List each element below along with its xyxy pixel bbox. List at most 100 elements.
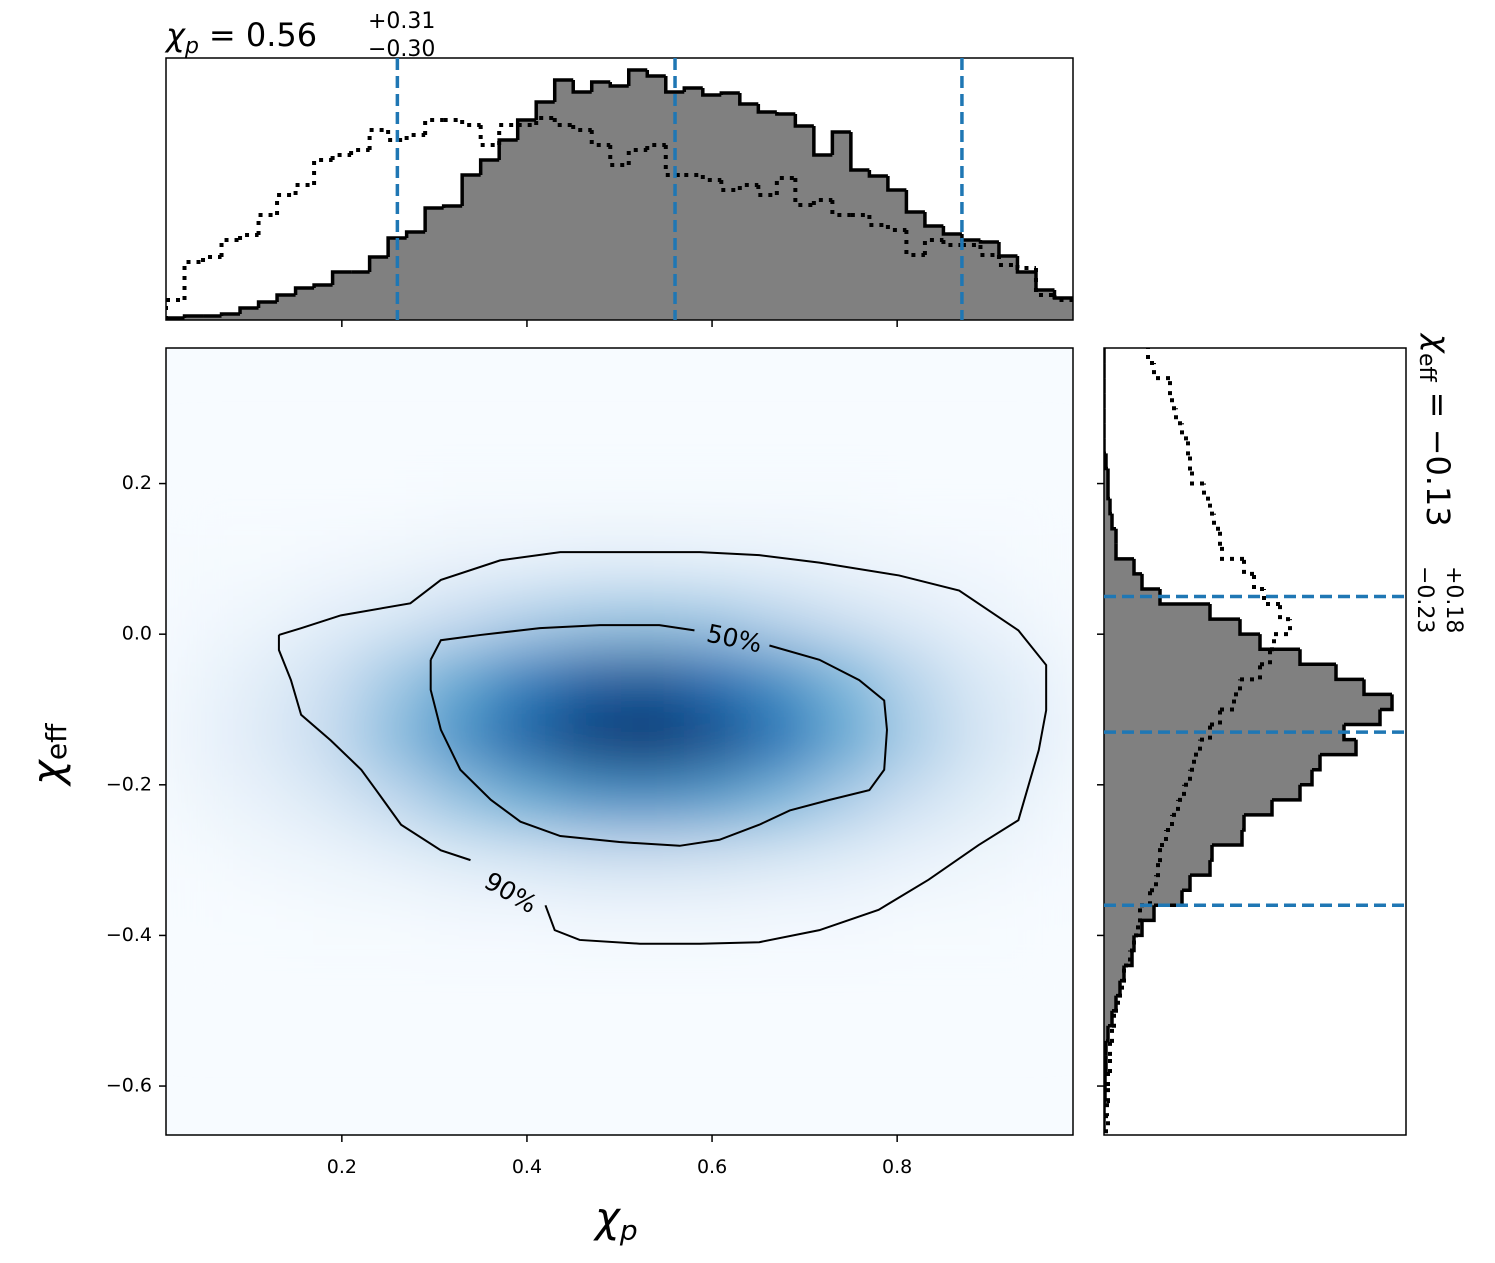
hist-step-dotted: [1122, 965, 1126, 983]
heat-cell: [230, 950, 297, 1012]
hist-step-dotted: [1114, 995, 1120, 1013]
ticks: 0.2 0.4 0.6 0.8 0.2 0.0 −0.2 −0.4 −0.6: [106, 320, 1104, 1178]
hist-step-dotted: [219, 238, 241, 257]
hist-step-dotted: [552, 118, 574, 127]
hist-step: [1208, 604, 1240, 621]
heat-cell: [813, 649, 880, 710]
hist-step-dotted: [404, 133, 426, 140]
hist-bar: [406, 232, 426, 320]
hist-bar: [1104, 845, 1212, 861]
heat-cell: [943, 588, 1009, 650]
heat-cell: [749, 468, 815, 530]
hist-bar: [1104, 528, 1116, 545]
title-sub: p: [184, 34, 199, 59]
hist-step-dotted: [201, 255, 222, 262]
hist-step: [1238, 619, 1260, 636]
hist-bar: [184, 316, 204, 320]
heat-cell: [360, 769, 426, 831]
heat-cell: [489, 950, 556, 1012]
hist-bar: [647, 76, 667, 320]
heat-cell: [813, 950, 880, 1012]
hist-step: [571, 80, 592, 94]
hist-step-dotted: [1234, 679, 1242, 697]
hist-step-dotted: [645, 143, 666, 150]
heat-cell: [295, 528, 361, 590]
heat-cell: [813, 588, 880, 650]
hist-step-dotted: [478, 125, 500, 147]
right-title-lower: −0.23: [1412, 566, 1437, 633]
hist-step: [1034, 272, 1055, 292]
hist-step-dotted: [996, 255, 1018, 267]
hist-bar: [1104, 995, 1116, 1012]
hist-bar: [628, 70, 648, 320]
hist-bar: [332, 272, 352, 320]
hist-step: [1104, 1055, 1108, 1073]
heat-cell: [166, 588, 232, 650]
hist-step: [1212, 829, 1244, 847]
heat-cell: [1008, 890, 1073, 951]
hist-step-dotted: [1172, 799, 1180, 817]
heat-cell: [295, 468, 361, 530]
heat-cell: [295, 890, 361, 951]
heat-cell: [230, 769, 297, 831]
hist-step: [1334, 664, 1364, 682]
hist-step: [1258, 634, 1300, 651]
hist-step-dotted: [386, 130, 407, 142]
hist-step-dotted: [1104, 1116, 1110, 1134]
top-title: χp = 0.56: [164, 16, 317, 59]
hist-bar: [591, 82, 611, 320]
hist-step: [886, 176, 907, 192]
hist-step-dotted: [1130, 935, 1136, 953]
hist-bar: [702, 95, 722, 320]
hist-step-dotted: [166, 298, 185, 320]
heat-cell: [425, 829, 491, 891]
heat-cell: [813, 528, 880, 590]
heat-cell: [295, 649, 361, 710]
hist-bar: [1104, 619, 1240, 635]
hist-step-dotted: [238, 233, 259, 240]
hist-step-dotted: [1156, 860, 1160, 878]
hist-step: [867, 170, 888, 178]
hist-step: [682, 86, 703, 92]
hist-bar: [1035, 290, 1055, 320]
heat-cell: [166, 709, 232, 771]
heat-cell: [554, 528, 620, 590]
hist-step-dotted: [182, 260, 204, 300]
hist-step-dotted: [719, 180, 740, 192]
right-title: χeff = −0.13 +0.18 −0.23: [1412, 332, 1466, 633]
heat-cell: [230, 709, 297, 771]
right-histogram: [1104, 348, 1394, 1134]
hist-step: [256, 300, 278, 308]
heat-cell: [684, 769, 750, 831]
heatmap-cells: [166, 468, 1073, 1012]
hist-step-dotted: [1138, 905, 1142, 923]
hist-bar: [758, 112, 778, 320]
hist-step-dotted: [1178, 784, 1186, 802]
heat-cell: [489, 649, 556, 710]
heat-cell: [1008, 829, 1073, 891]
hist-step-dotted: [885, 225, 907, 232]
hist-step: [793, 114, 814, 128]
heat-cell: [425, 769, 491, 831]
hist-bar: [1104, 860, 1210, 876]
y-tick-label: −0.2: [106, 773, 152, 795]
hist-step-dotted: [1200, 724, 1212, 742]
hist-bar: [684, 88, 704, 320]
heat-cell: [684, 528, 750, 590]
heat-cell: [684, 468, 750, 530]
hist-step-dotted: [497, 123, 518, 145]
hist-bar: [480, 160, 500, 320]
hist-bar: [1104, 513, 1112, 530]
hist-step: [1108, 498, 1112, 516]
hist-step: [166, 316, 185, 320]
title-sub: eff: [1414, 353, 1439, 383]
y-label-sub: eff: [40, 723, 73, 760]
hist-step: [1342, 724, 1356, 742]
hist-step: [1015, 256, 1036, 274]
hist-bar: [887, 190, 907, 320]
top-frame: [165, 57, 1074, 321]
hist-step-dotted: [1190, 754, 1196, 772]
heat-cell: [619, 709, 685, 771]
hist-step: [1300, 769, 1314, 787]
heat-cell: [813, 468, 880, 530]
